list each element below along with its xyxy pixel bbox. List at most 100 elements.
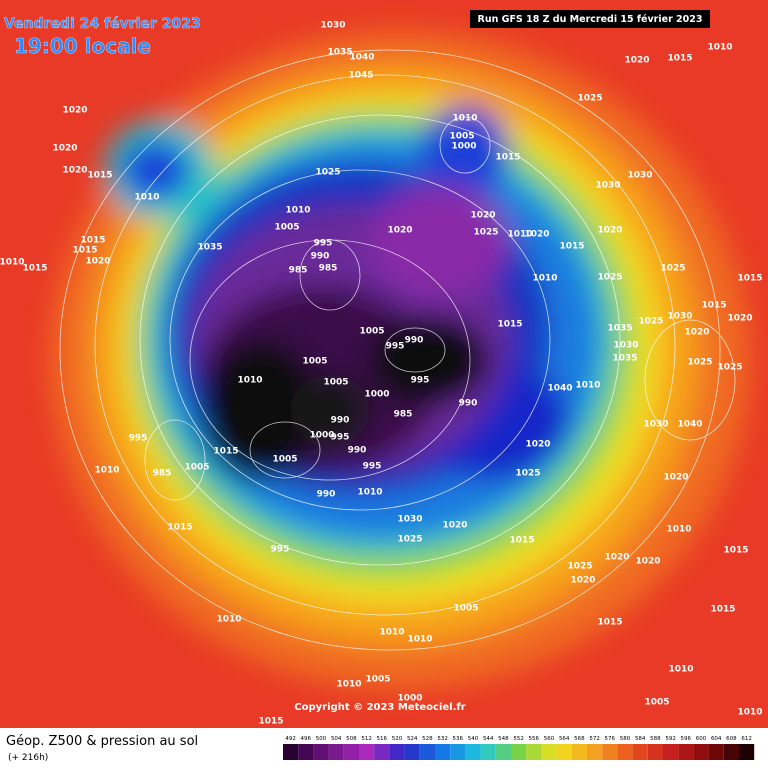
isobar-label: 1015	[258, 717, 283, 727]
scale-label: 524	[407, 736, 418, 742]
isobar-label: 1010	[668, 665, 693, 675]
isobar-label: 995	[331, 433, 350, 443]
isobar-label: 1000	[364, 390, 389, 400]
scale-swatch	[480, 744, 496, 760]
isobar-label: 990	[311, 252, 330, 262]
isobar-label: 1010	[575, 381, 600, 391]
isobar-label: 995	[129, 434, 148, 444]
isobar-label: 1005	[274, 223, 299, 233]
isobar-label: 1020	[727, 314, 752, 324]
scale-swatch	[450, 744, 466, 760]
isobar-label: 1030	[667, 312, 692, 322]
isobar-label: 1040	[349, 53, 374, 63]
scale-swatch	[526, 744, 542, 760]
scale-swatch	[389, 744, 405, 760]
scale-swatch	[435, 744, 451, 760]
scale-label: 564	[559, 736, 570, 742]
isobar-label: 990	[348, 446, 367, 456]
scale-swatch	[556, 744, 572, 760]
isobar-label: 990	[405, 336, 424, 346]
isobar-label: 1010	[532, 274, 557, 284]
scale-label: 508	[346, 736, 357, 742]
scale-swatch	[723, 744, 739, 760]
scale-swatch	[419, 744, 435, 760]
isobar-label: 985	[153, 469, 172, 479]
isobar-label: 1015	[495, 153, 520, 163]
scale-label: 576	[605, 736, 616, 742]
scale-label: 568	[574, 736, 585, 742]
isobar-label: 1020	[442, 521, 467, 531]
isobar-label: 1020	[624, 56, 649, 66]
isobar-label: 1010	[94, 466, 119, 476]
isobar-label: 990	[331, 416, 350, 426]
isobar-label: 1025	[397, 535, 422, 545]
scale-label: 516	[377, 736, 388, 742]
scale-label: 492	[285, 736, 296, 742]
isobar-label: 1010	[666, 525, 691, 535]
isobar-label: 1010	[285, 206, 310, 216]
scale-swatch	[739, 744, 755, 760]
isobar-label: 995	[386, 342, 405, 352]
isobar-label: 985	[289, 266, 308, 276]
isobar-label: 1010	[357, 488, 382, 498]
scale-label: 532	[437, 736, 448, 742]
isobar-label: 1005	[323, 378, 348, 388]
scale-label: 520	[392, 736, 403, 742]
isobar-label: 1020	[85, 257, 110, 267]
scale-swatch	[571, 744, 587, 760]
isobar-label: 1025	[638, 317, 663, 327]
isobar-label: 1030	[397, 515, 422, 525]
scale-swatch	[693, 744, 709, 760]
scale-swatch	[708, 744, 724, 760]
isobar-label: 1040	[677, 420, 702, 430]
isobar-label: 1025	[567, 562, 592, 572]
scale-swatch	[632, 744, 648, 760]
isobar-label: 1005	[359, 327, 384, 337]
isobar-label: 1005	[449, 132, 474, 142]
isobar-label: 1010	[0, 258, 25, 268]
isobar-label: 1045	[348, 71, 373, 81]
scale-label: 536	[453, 736, 464, 742]
isobar-label: 1010	[134, 193, 159, 203]
isobar-label: 1015	[72, 246, 97, 256]
isobar-label: 990	[459, 399, 478, 409]
isobar-label: 1015	[737, 274, 762, 284]
isobar-label: 1035	[607, 324, 632, 334]
scale-label: 592	[665, 736, 676, 742]
isobar-label: 1000	[397, 694, 422, 704]
copyright: Copyright © 2023 Meteociel.fr	[294, 702, 465, 713]
scale-label: 608	[726, 736, 737, 742]
isobar-label: 1000	[451, 142, 476, 152]
isobar-label: 1005	[302, 357, 327, 367]
color-scale: 492 496 500 504 508 512 516 520 524 528 532 536 540 5…	[283, 736, 755, 760]
scale-swatch	[313, 744, 329, 760]
scale-label: 552	[513, 736, 524, 742]
forecast-time: 19:00 locale	[14, 34, 151, 58]
scale-label: 580	[620, 736, 631, 742]
footer-title: Géop. Z500 & pression au sol	[6, 734, 198, 749]
scale-label: 496	[301, 736, 312, 742]
isobar-label: 1020	[62, 106, 87, 116]
isobar-label: 990	[317, 490, 336, 500]
scale-label: 500	[316, 736, 327, 742]
isobar-label: 1030	[627, 171, 652, 181]
scale-label: 596	[681, 736, 692, 742]
isobar-label: 1020	[635, 557, 660, 567]
isobar-label: 1015	[723, 546, 748, 556]
isobar-label: 1015	[701, 301, 726, 311]
scale-swatch	[374, 744, 390, 760]
isobar-label: 995	[363, 462, 382, 472]
isobar-label: 1010	[452, 114, 477, 124]
isobar-label: 1005	[365, 675, 390, 685]
scale-label: 544	[483, 736, 494, 742]
isobar-label: 1025	[315, 168, 340, 178]
scale-label: 556	[529, 736, 540, 742]
scale-label: 600	[696, 736, 707, 742]
scale-swatch	[647, 744, 663, 760]
scale-label: 588	[650, 736, 661, 742]
isobar-label: 1035	[197, 243, 222, 253]
lead-time: (+ 216h)	[8, 753, 48, 763]
scale-swatch	[602, 744, 618, 760]
scale-label: 604	[711, 736, 722, 742]
